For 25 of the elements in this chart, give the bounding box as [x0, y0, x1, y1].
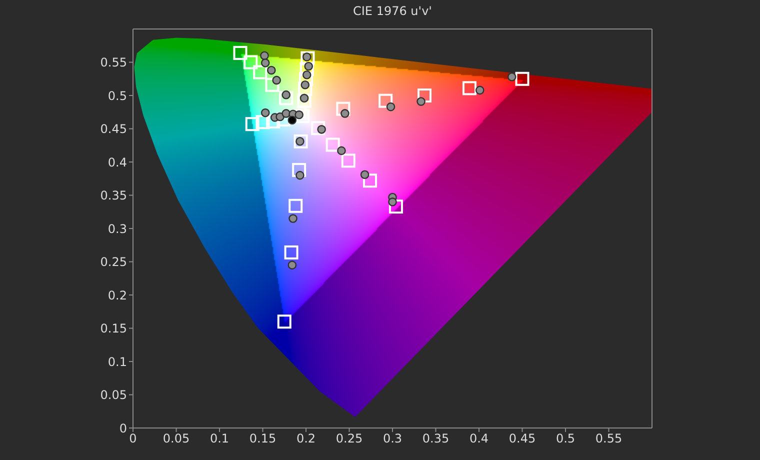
y-tick-label: 0.45: [100, 122, 127, 136]
x-tick-label: 0.35: [422, 432, 450, 446]
y-tick-label: 0.5: [108, 88, 127, 103]
y-tick-label: 0.55: [100, 56, 127, 70]
y-tick-label: 0.2: [108, 288, 127, 302]
x-tick-label: 0.1: [210, 432, 230, 446]
y-tick-label: 0.1: [108, 354, 127, 369]
x-tick-label: 0.2: [296, 432, 316, 446]
y-tick-label: 0.25: [100, 255, 127, 270]
x-tick-label: 0.5: [556, 432, 576, 446]
x-tick-label: 0.15: [249, 432, 276, 446]
x-tick-label: 0.3: [382, 432, 402, 446]
y-tick-label: 0.35: [100, 188, 127, 203]
x-tick-label: 0.55: [595, 432, 622, 446]
y-tick-label: 0.15: [100, 322, 127, 336]
x-tick-label: 0: [129, 432, 137, 446]
y-tick-label: 0.3: [108, 222, 127, 236]
x-tick-label: 0.25: [336, 432, 363, 446]
x-tick-label: 0.05: [162, 432, 190, 446]
y-tick-label: 0.05: [100, 388, 127, 402]
x-tick-label: 0.45: [508, 432, 536, 446]
x-tick-label: 0.4: [469, 432, 489, 446]
y-tick-label: 0.4: [108, 155, 127, 170]
chart-title: CIE 1976 u'v': [352, 4, 433, 18]
y-tick-label: 0: [119, 421, 127, 436]
